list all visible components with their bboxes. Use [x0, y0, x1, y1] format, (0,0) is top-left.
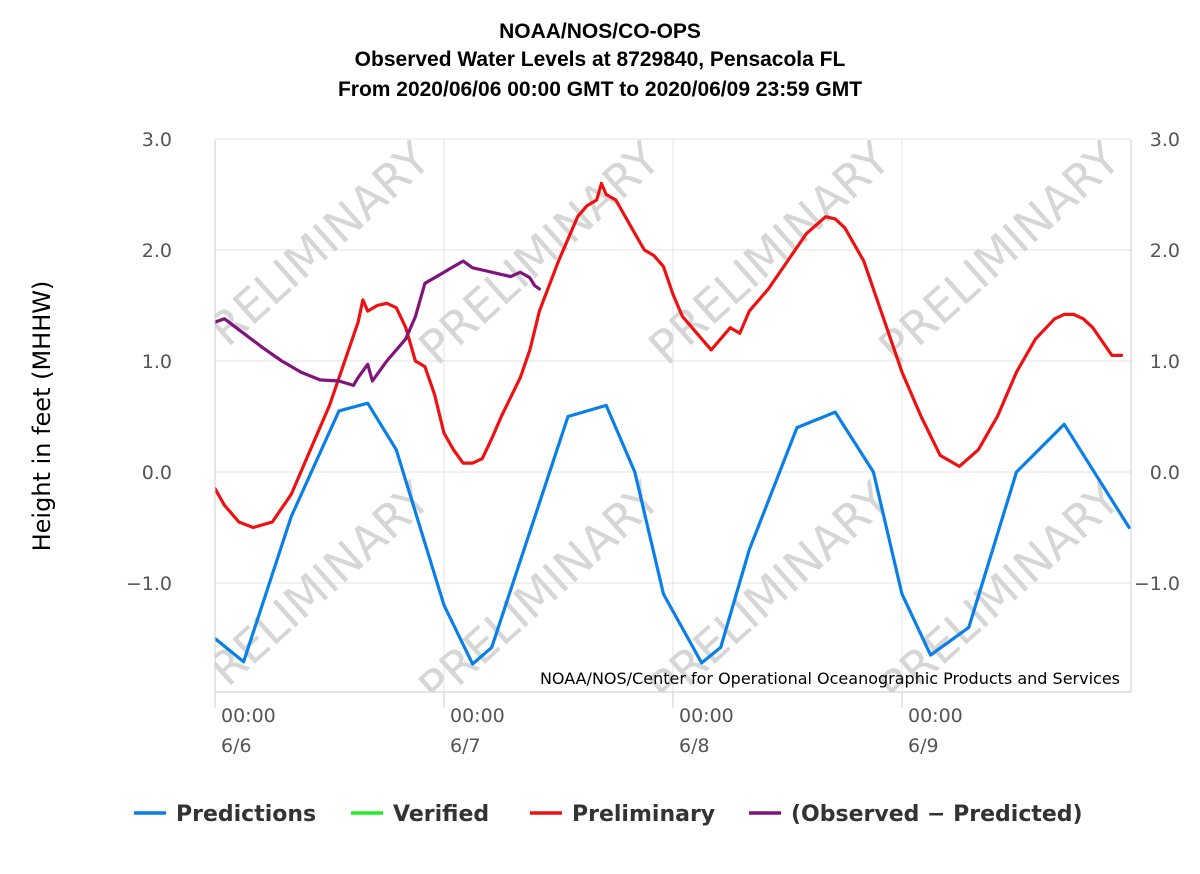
- y-tick-label-right-1: 2.0: [1150, 240, 1180, 262]
- y-tick-label-right-3: 0.0: [1150, 462, 1180, 484]
- chart-title-line-3: From 2020/06/06 00:00 GMT to 2020/06/09 …: [338, 78, 862, 101]
- credit-label: NOAA/NOS/Center for Operational Oceanogr…: [540, 669, 1120, 688]
- y-tick-label-left-3: 0.0: [142, 462, 172, 484]
- watermark-1: PRELIMINARY: [408, 131, 671, 375]
- watermark-0: PRELIMINARY: [178, 131, 441, 375]
- x-tick-date-1: 6/7: [450, 735, 481, 757]
- x-tick-date-0: 6/6: [221, 735, 252, 757]
- chart-title-line-2: Observed Water Levels at 8729840, Pensac…: [355, 48, 846, 71]
- legend-label-0[interactable]: Predictions: [176, 802, 316, 827]
- x-tick-time-3: 00:00: [908, 705, 963, 727]
- y-axis-title: Height in feet (MHHW): [28, 281, 56, 552]
- y-tick-labels-left: 3.0 2.0 1.0 0.0 −1.0: [126, 129, 172, 595]
- legend-label-2[interactable]: Preliminary: [572, 802, 715, 827]
- legend-label-1[interactable]: Verified: [393, 802, 489, 827]
- y-tick-label-left-4: −1.0: [126, 573, 172, 595]
- x-tick-time-2: 00:00: [679, 705, 734, 727]
- watermark-2: PRELIMINARY: [638, 131, 901, 375]
- y-tick-labels-right: 3.0 2.0 1.0 0.0 −1.0: [1134, 129, 1180, 595]
- series-line-2: [215, 181, 1124, 530]
- series-line-0: [215, 401, 1131, 666]
- x-tick-time-0: 00:00: [221, 705, 276, 727]
- chart-title-line-1: NOAA/NOS/CO-OPS: [499, 20, 701, 43]
- y-tick-label-right-2: 1.0: [1150, 351, 1180, 373]
- x-tick-date-2: 6/8: [679, 735, 710, 757]
- series-line-3: [215, 259, 541, 387]
- series-layer: [215, 181, 1131, 666]
- x-tick-labels: 00:00 6/6 00:00 6/7 00:00 6/8 00:00 6/9: [214, 692, 963, 757]
- watermark-4: PRELIMINARY: [178, 471, 441, 715]
- y-tick-label-right-0: 3.0: [1150, 129, 1180, 151]
- legend-label-3[interactable]: (Observed − Predicted): [791, 802, 1083, 827]
- y-tick-label-right-4: −1.0: [1134, 573, 1180, 595]
- watermark-3: PRELIMINARY: [868, 131, 1131, 375]
- y-tick-label-left-2: 1.0: [142, 351, 172, 373]
- x-tick-date-3: 6/9: [908, 735, 939, 757]
- grid-lines: [215, 138, 1131, 692]
- x-tick-time-1: 00:00: [450, 705, 505, 727]
- chart-legend: Predictions Verified Preliminary (Observed …: [134, 802, 1083, 827]
- y-tick-label-left-1: 2.0: [142, 240, 172, 262]
- y-tick-label-left-0: 3.0: [142, 129, 172, 151]
